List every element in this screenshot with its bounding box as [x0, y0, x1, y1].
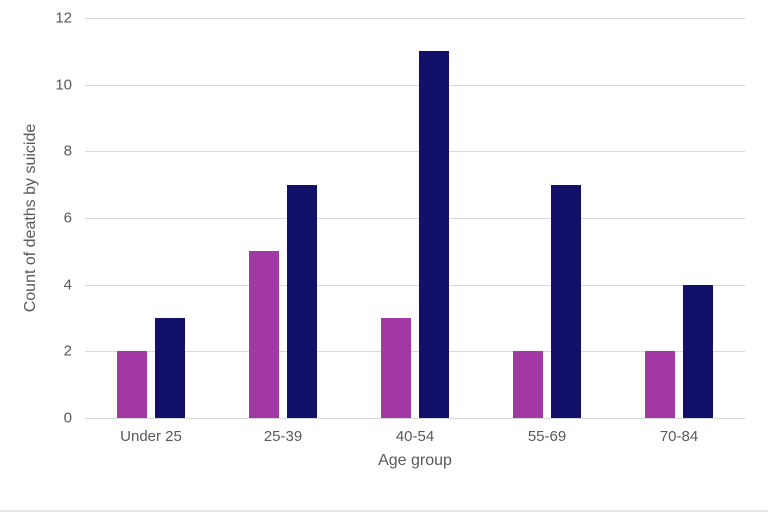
y-tick-label: 6	[63, 209, 72, 227]
x-tick-label: 40-54	[395, 428, 435, 445]
x-tick-label: 70-84	[659, 428, 699, 445]
bar-group: 40-54	[349, 18, 481, 445]
y-tick-label: 2	[63, 342, 72, 360]
navy-series-bar	[683, 284, 713, 418]
y-tick-label: 12	[55, 9, 72, 27]
bar-group: 55-69	[481, 18, 613, 445]
bar-group: 70-84	[613, 18, 745, 445]
gridline	[85, 418, 745, 419]
purple-series-bar	[117, 351, 147, 418]
x-axis-title: Age group	[378, 452, 452, 469]
gridline	[85, 351, 745, 353]
bar-groups: Under 25 25-39 40-54 55-69 70-84	[85, 18, 745, 445]
bar-group: Under 25	[85, 18, 217, 445]
gridline	[85, 84, 745, 86]
y-axis-tick-labels: 0 2 4 6 8 10 12	[0, 11, 72, 426]
purple-series-bar	[249, 251, 279, 418]
navy-series-bar	[419, 51, 449, 418]
bar-group: 25-39	[217, 18, 349, 445]
gridline	[85, 151, 745, 153]
y-tick-label: 0	[63, 409, 72, 427]
x-tick-label: 25-39	[263, 428, 303, 445]
purple-series-bar	[645, 351, 675, 418]
x-tick-label: Under 25	[120, 428, 182, 445]
navy-series-bar	[551, 184, 581, 418]
purple-series-bar	[381, 318, 411, 418]
y-tick-label: 8	[63, 142, 72, 160]
y-tick-label: 10	[55, 76, 72, 94]
x-tick-label: 55-69	[527, 428, 567, 445]
y-tick-label: 4	[63, 276, 72, 294]
gridline	[85, 218, 745, 219]
plot-area: Under 25 25-39 40-54 55-69 70-84	[85, 18, 745, 445]
navy-series-bar	[155, 318, 185, 418]
purple-series-bar	[513, 351, 543, 418]
gridline	[85, 18, 745, 19]
navy-series-bar	[287, 184, 317, 418]
gridline	[85, 284, 745, 286]
